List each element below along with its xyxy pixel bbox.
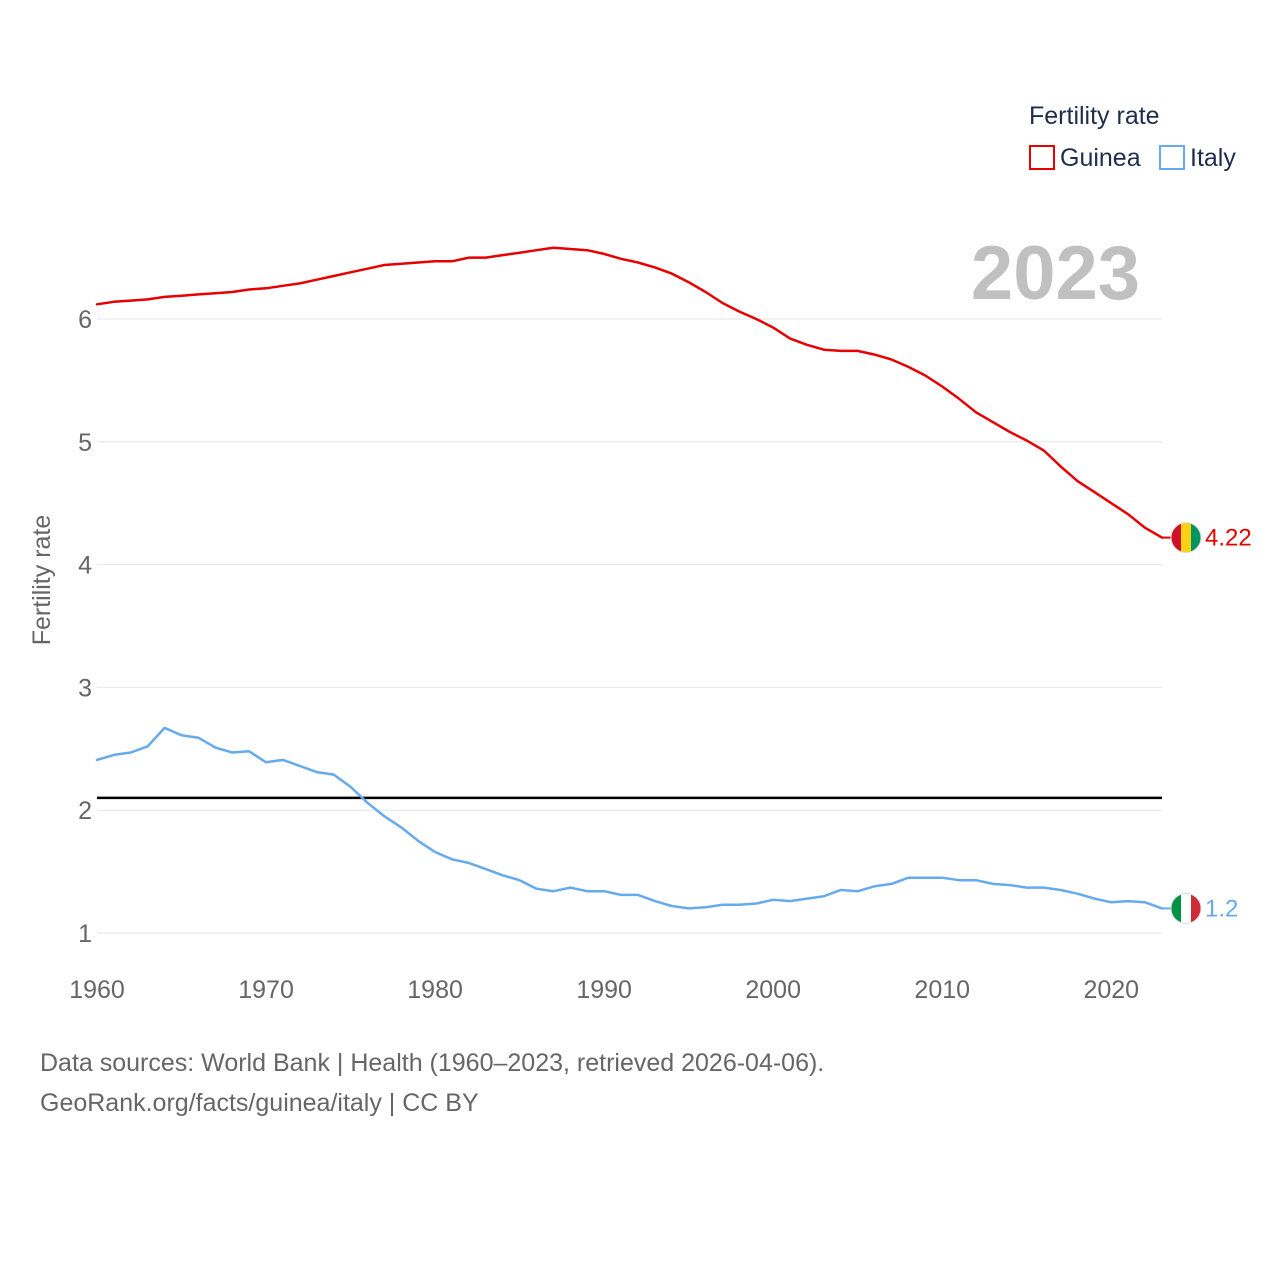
y-tick-label-3: 3: [78, 674, 92, 702]
credit-link[interactable]: GeoRank.org/facts/guinea/italy | CC BY: [40, 1089, 479, 1117]
axes: 1 2 3 4 5 6 1960 1970 1980 1990 2000 2010 2020: [69, 306, 1139, 1004]
legend-title: Fertility rate: [1029, 102, 1160, 130]
x-tick-label-1980: 1980: [407, 976, 463, 1004]
y-tick-label-1: 1: [78, 920, 92, 948]
guinea-flag-stripe-2: [1191, 522, 1201, 553]
end-value-label-italy: 1.2: [1205, 895, 1238, 922]
y-tick-label-5: 5: [78, 429, 92, 457]
series-guinea: 4.22: [95, 246, 1252, 554]
legend-label-guinea: Guinea: [1060, 144, 1141, 172]
italy-flag-stripe-0: [1171, 893, 1182, 924]
y-axis-title: Fertility rate: [28, 515, 56, 646]
italy-flag-stripe-2: [1191, 893, 1201, 924]
fertility-rate-chart: 4.22 1.2 1 2 3 4 5 6 1960 1970 1980 1990 2000 2010 20…: [28, 102, 1252, 1004]
guinea-flag-stripe-1: [1181, 522, 1192, 553]
year-label: 2023: [971, 231, 1140, 316]
italy-flag-stripe-1: [1181, 893, 1192, 924]
guinea-flag-icon: [1170, 522, 1202, 554]
grid: [97, 318, 1162, 934]
series-line-guinea: [95, 246, 1164, 539]
x-tick-label-2020: 2020: [1083, 976, 1139, 1004]
legend-label-italy: Italy: [1190, 144, 1236, 172]
x-tick-label-2010: 2010: [914, 976, 970, 1004]
end-value-label-guinea: 4.22: [1205, 525, 1252, 552]
x-tick-label-1960: 1960: [69, 976, 125, 1004]
legend: Fertility rate Guinea Italy: [1029, 102, 1236, 172]
italy-flag-border: [1170, 892, 1202, 924]
guinea-flag-border: [1170, 522, 1202, 554]
italy-flag-icon: [1170, 892, 1202, 924]
y-tick-label-6: 6: [78, 306, 92, 334]
y-tick-label-2: 2: [78, 797, 92, 825]
legend-item-guinea[interactable]: Guinea: [1029, 144, 1141, 172]
x-tick-label-1990: 1990: [576, 976, 632, 1004]
legend-swatch-guinea: [1029, 145, 1055, 170]
footer: Data sources: World Bank | Health (1960–…: [40, 1043, 824, 1123]
series-group: 4.22 1.2: [95, 246, 1252, 924]
guinea-flag-stripe-0: [1171, 522, 1182, 553]
legend-swatch-italy: [1159, 145, 1185, 170]
data-source-note: Data sources: World Bank | Health (1960–…: [40, 1049, 825, 1077]
y-tick-label-4: 4: [78, 552, 92, 580]
series-italy: 1.2: [95, 726, 1238, 924]
x-tick-label-2000: 2000: [745, 976, 801, 1004]
x-tick-label-1970: 1970: [238, 976, 294, 1004]
series-line-italy: [95, 726, 1164, 910]
legend-item-italy[interactable]: Italy: [1159, 144, 1236, 172]
